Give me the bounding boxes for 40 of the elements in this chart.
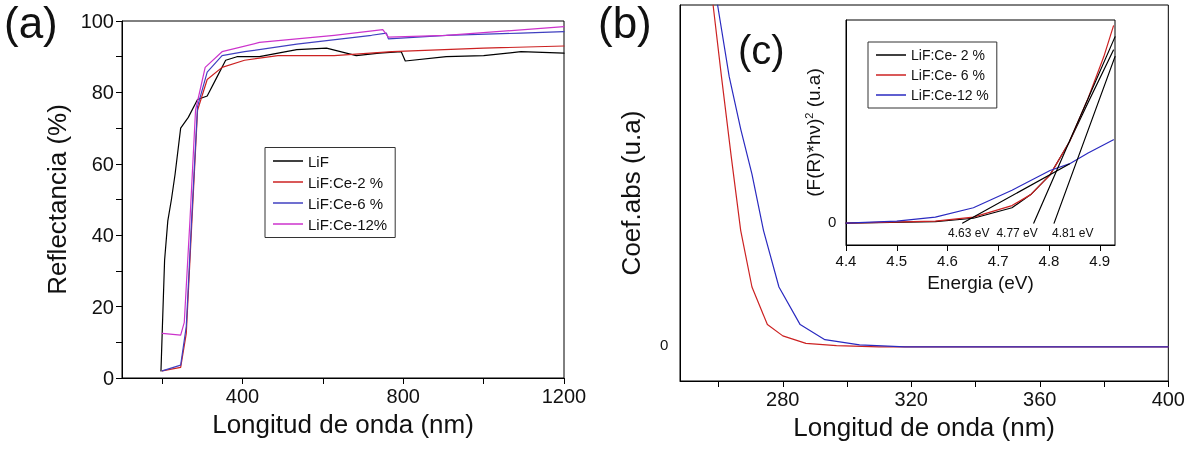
x-tick-label: 4.5 (886, 252, 908, 269)
x-tick-label: 400 (225, 385, 260, 407)
x-axis-title: Longitud de onda (nm) (793, 411, 1055, 442)
x-axis-title: Energia (eV) (927, 272, 1034, 293)
y-axis-title: Reflectancia (%) (41, 104, 72, 295)
y-tick-label: 40 (91, 224, 114, 247)
text: (a) (4, 0, 58, 47)
x-tick-label: 320 (894, 388, 928, 410)
y-axis-title: Coef.abs (u.a) (616, 110, 646, 276)
y-tick-label: 100 (80, 10, 114, 32)
legend-label: LiF:Ce-2 % (308, 173, 384, 191)
y-tick-label: 20 (91, 295, 114, 318)
annotation: 0 (828, 213, 837, 230)
legend-label: LiF:Ce- 2 % (911, 47, 985, 63)
x-tick-label: 4.7 (987, 252, 1009, 269)
annotation: 4.81 eV (1052, 226, 1094, 241)
legend-label: LiF:Ce- 6 % (911, 67, 985, 83)
x-tick-label: 4.6 (937, 252, 958, 269)
annotation: (c) (738, 28, 785, 72)
x-tick-label: 280 (766, 388, 800, 410)
text: 0 (660, 336, 669, 353)
annotation: 4.63 eV (948, 226, 990, 241)
x-axis-title: Longitud de onda (nm) (212, 408, 474, 439)
y-tick-label: 60 (91, 152, 114, 175)
x-tick-label: 360 (1023, 388, 1057, 410)
legend-label: LiF:Ce-12 % (911, 87, 989, 103)
x-tick-label: 4.4 (835, 252, 857, 269)
x-tick-label: 800 (386, 385, 420, 407)
y-tick-label: 80 (91, 81, 114, 104)
x-tick-label: 1200 (541, 385, 587, 407)
y-tick-label: 0 (102, 367, 114, 389)
x-tick-label: 4.9 (1089, 252, 1111, 269)
legend-label: LiF (308, 152, 329, 170)
x-tick-label: 4.8 (1038, 252, 1060, 269)
legend-label: LiF:Ce-6 % (308, 194, 384, 212)
x-tick-label: 400 (1151, 388, 1185, 410)
legend-label: LiF:Ce-12% (308, 215, 388, 233)
y-axis-title: (F(R)*hν)2 (u.a) (802, 68, 824, 197)
text: (b) (598, 0, 652, 47)
annotation: 4.77 eV (996, 226, 1038, 241)
